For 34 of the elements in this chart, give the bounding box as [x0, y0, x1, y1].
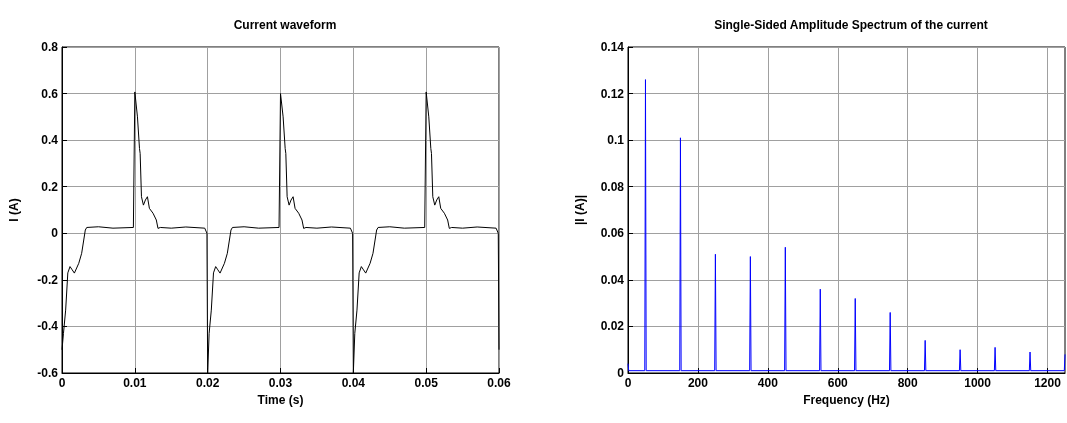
x-axis-title: Frequency (Hz) [803, 392, 890, 407]
x-tick-label: 1000 [964, 376, 992, 390]
x-tick-label: 600 [827, 376, 849, 390]
y-tick-label: -0.2 [37, 272, 59, 287]
y-tick-label: -0.6 [37, 366, 59, 380]
y-axis-title: I (A) [7, 198, 21, 222]
chart-title: Current waveform [233, 18, 337, 32]
y-tick-label: 0.2 [41, 179, 59, 194]
y-tick-label: 0.12 [600, 86, 625, 101]
y-tick-label: 0.8 [41, 40, 59, 54]
y-axis-title: |I (A)| [573, 194, 587, 226]
x-tick-label: 1200 [1034, 376, 1062, 390]
x-tick-label: 0.04 [341, 376, 366, 390]
y-tick-label: 0.08 [600, 179, 625, 194]
y-tick-label: -0.4 [37, 319, 59, 334]
y-tick-label: 0.14 [600, 40, 625, 54]
x-tick-label: 200 [687, 376, 709, 390]
chart-title: Single-Sided Amplitude Spectrum of the current [714, 18, 988, 32]
x-tick-label: 800 [897, 376, 919, 390]
x-axis-title: Time (s) [257, 392, 304, 407]
x-tick-label: 0.03 [268, 376, 293, 390]
x-tick-label: 0.01 [123, 376, 147, 390]
y-tick-label: 0.1 [607, 133, 625, 148]
y-tick-label: 0.02 [600, 319, 625, 334]
y-tick-label: 0.06 [600, 226, 625, 241]
y-tick-label: 0.04 [600, 272, 625, 287]
x-tick-label: 400 [757, 376, 779, 390]
x-tick-label: 0.06 [487, 376, 511, 390]
y-tick-label: 0.6 [41, 86, 59, 101]
y-tick-label: 0 [51, 226, 59, 241]
y-tick-label: 0 [617, 366, 625, 380]
y-tick-label: 0.4 [41, 133, 59, 148]
x-tick-label: 0.02 [195, 376, 220, 390]
x-tick-label: 0.05 [414, 376, 439, 390]
